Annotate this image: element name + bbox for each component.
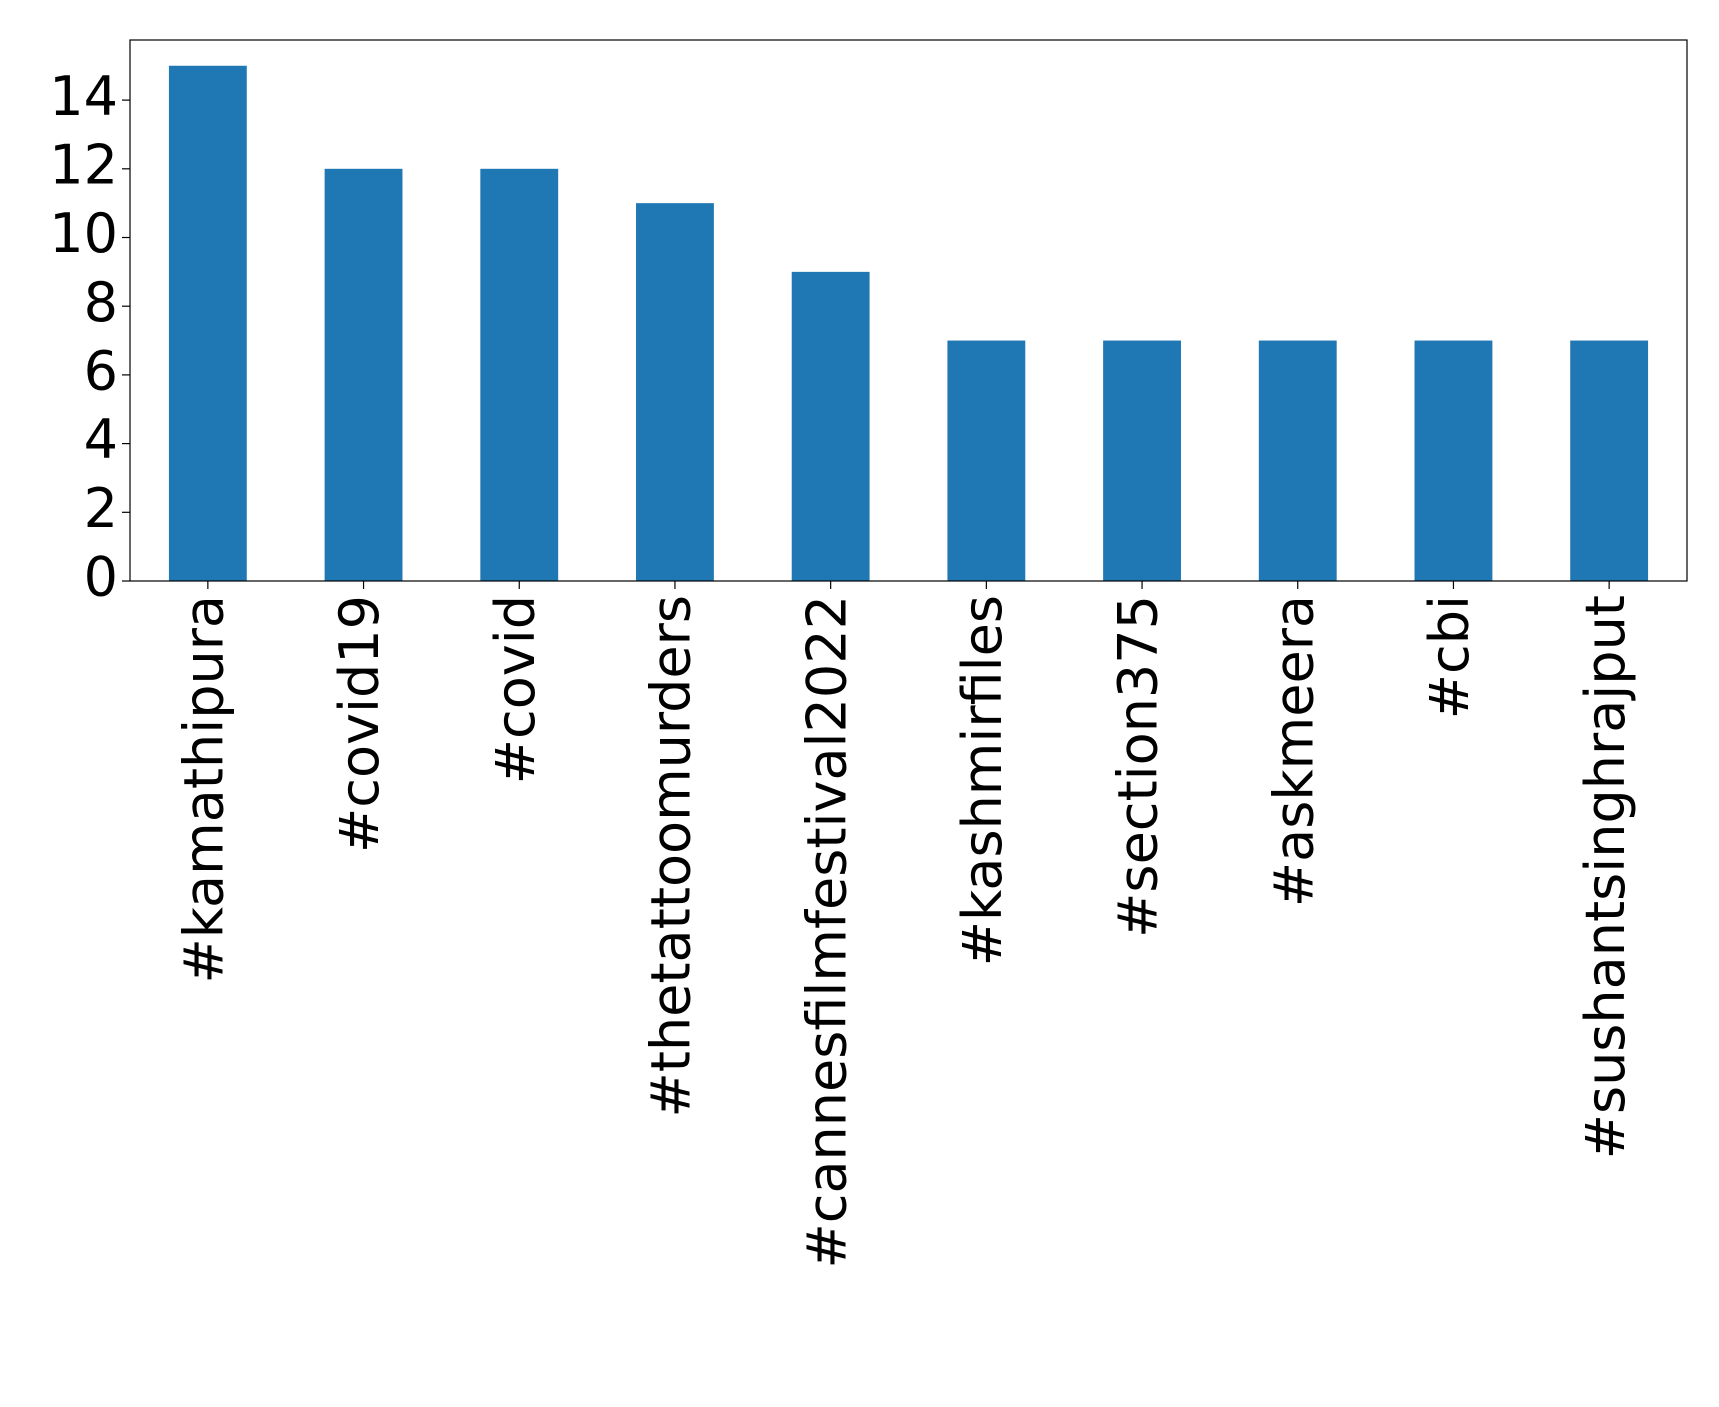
- x-tick-label: #section375: [1107, 595, 1170, 938]
- bar: [791, 271, 870, 581]
- x-tick-label: #askmeera: [1262, 595, 1325, 907]
- x-tick-label: #covid19: [328, 595, 391, 853]
- bar: [480, 168, 559, 582]
- y-tick-label: 14: [49, 65, 118, 128]
- plot-frame: [129, 39, 1688, 582]
- x-tick-label: #cbi: [1418, 595, 1481, 719]
- x-tick-label: #kashmirfiles: [951, 595, 1014, 966]
- y-tick-label: 6: [84, 340, 118, 403]
- y-tick-label: 12: [49, 133, 118, 196]
- x-tick-label: #kamathipura: [172, 595, 235, 984]
- y-tick-label: 8: [84, 271, 118, 334]
- y-tick-label: 2: [84, 477, 118, 540]
- bar: [324, 168, 403, 582]
- y-tick-label: 10: [49, 202, 118, 265]
- x-tick-label: #covid: [484, 595, 547, 784]
- bar: [1570, 340, 1649, 581]
- bar: [947, 340, 1026, 581]
- y-tick-label: 4: [84, 408, 118, 471]
- x-tick-label: #thetattoomurders: [640, 595, 703, 1117]
- bar: [1103, 340, 1181, 581]
- x-tick-label: #sushantsinghrajput: [1574, 595, 1637, 1159]
- bar: [636, 203, 714, 581]
- bar: [168, 65, 247, 581]
- y-tick-label: 0: [84, 546, 118, 609]
- bar: [1414, 340, 1493, 581]
- x-tick-label: #cannesfilmfestival2022: [795, 595, 858, 1268]
- bar: [1258, 340, 1337, 581]
